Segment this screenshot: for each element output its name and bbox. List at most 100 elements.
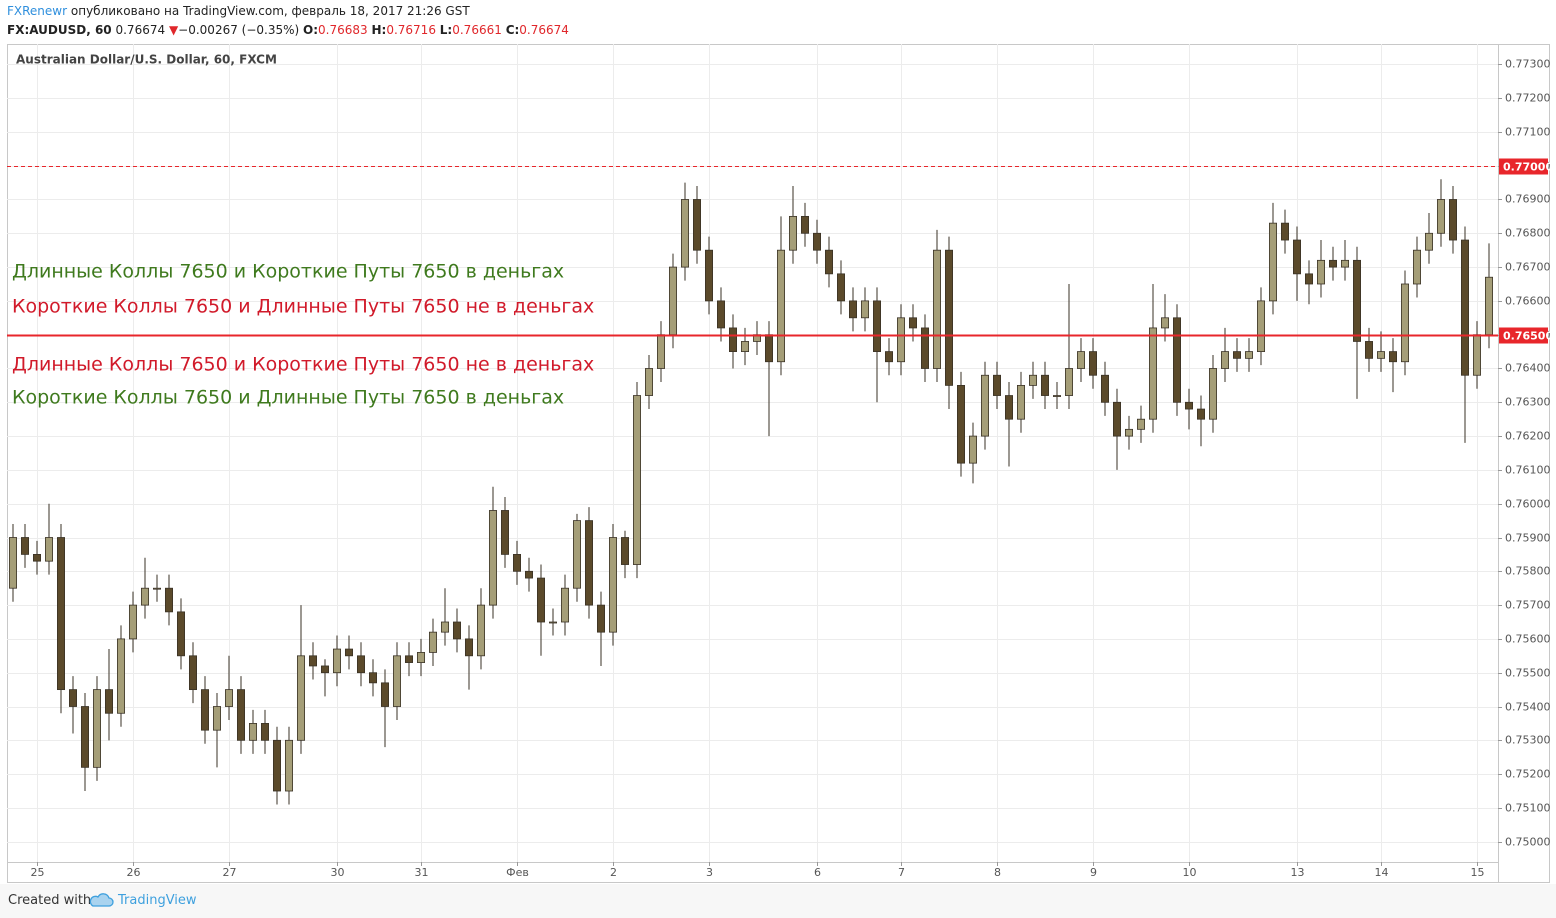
chart-title: Australian Dollar/U.S. Dollar, 60, FXCM	[16, 53, 277, 67]
x-tick-label: 31	[415, 866, 429, 879]
y-tick-label: 0.76100	[1505, 464, 1551, 477]
candle-body	[621, 537, 630, 565]
brand[interactable]: TradingView	[118, 893, 197, 908]
candle-body	[1329, 259, 1338, 268]
candle-body	[296, 655, 305, 741]
candle-body	[1065, 368, 1074, 396]
candle-body	[1185, 401, 1194, 410]
created-with: Created with	[8, 893, 92, 908]
y-tick-label: 0.76800	[1505, 227, 1551, 240]
candle-body	[921, 327, 930, 369]
candle-body	[320, 665, 329, 674]
x-tick-label: 10	[1183, 866, 1197, 879]
close-value: 0.76674	[519, 23, 569, 37]
candle-body	[69, 689, 78, 707]
y-tick-label: 0.76000	[1505, 498, 1551, 511]
candle-body	[1113, 401, 1122, 437]
change-arrow: ▼	[168, 23, 179, 37]
candle-body	[801, 215, 810, 234]
candle-body	[729, 327, 738, 352]
annotation: Длинные Коллы 7650 и Короткие Путы 7650 …	[12, 261, 564, 283]
candle-body	[1101, 374, 1110, 403]
candle-body	[164, 587, 173, 613]
candle-body	[272, 739, 281, 792]
candle-body	[1149, 327, 1158, 420]
x-tick-label: 14	[1375, 866, 1389, 879]
candle-body	[8, 537, 17, 589]
candle-body	[669, 266, 678, 336]
candle-body	[452, 621, 461, 640]
low-label: L:	[439, 23, 453, 37]
candle-body	[117, 638, 126, 714]
close-label: C:	[505, 23, 520, 37]
published: опубликовано на TradingView.com, февраль…	[70, 4, 470, 18]
candle-body	[1053, 395, 1062, 397]
y-tick-label: 0.75100	[1505, 802, 1551, 815]
candle-body	[693, 199, 702, 251]
candle-body	[332, 648, 341, 674]
level-label: 0.77000	[1503, 161, 1553, 174]
symbol: FX:AUDUSD, 60	[7, 23, 112, 37]
candle-body	[500, 510, 509, 555]
candle-body	[1377, 351, 1386, 359]
candle-body	[308, 655, 317, 667]
candle-body	[1437, 199, 1446, 234]
candle-body	[1089, 351, 1098, 376]
annotation: Короткие Коллы 7650 и Длинные Путы 7650 …	[12, 296, 594, 318]
candle-body	[681, 199, 690, 268]
y-tick-label: 0.75300	[1505, 734, 1551, 747]
y-tick-label: 0.75200	[1505, 768, 1551, 781]
candle-body	[861, 300, 870, 319]
candle-body	[1473, 334, 1482, 376]
candle-body	[837, 273, 846, 302]
x-tick-label: 3	[706, 866, 713, 879]
y-tick-label: 0.77300	[1505, 58, 1551, 71]
candle-body	[741, 341, 750, 352]
candle-body	[777, 249, 786, 363]
logo[interactable]	[88, 892, 114, 908]
candle-body	[573, 520, 582, 589]
candle-body	[440, 621, 449, 633]
candle-body	[645, 368, 654, 396]
y-tick-label: 0.76400	[1505, 362, 1551, 375]
candle-body	[1293, 239, 1302, 275]
chart: Australian Dollar/U.S. Dollar, 60, FXCM …	[7, 44, 1553, 883]
y-tick-label: 0.75700	[1505, 599, 1551, 612]
candle-body	[1029, 374, 1038, 386]
candle-body	[633, 395, 642, 565]
candle-body	[549, 621, 558, 624]
candle-body	[1401, 283, 1410, 363]
y-tick-label: 0.76200	[1505, 430, 1551, 443]
level-label-box	[1499, 327, 1548, 344]
candle-body	[717, 300, 726, 329]
author[interactable]: FXRenewr	[7, 4, 68, 18]
candle-body	[561, 587, 570, 623]
candle-body	[212, 706, 221, 731]
change: −0.00267 (−0.35%)	[178, 23, 300, 37]
candle-body	[933, 249, 942, 369]
low-value: 0.76661	[452, 23, 502, 37]
y-tick-label: 0.76900	[1505, 193, 1551, 206]
open-label: O:	[303, 23, 319, 37]
candle-body	[849, 300, 858, 319]
candle-body	[1449, 199, 1458, 241]
candle-body	[236, 689, 245, 741]
candle-body	[1245, 351, 1254, 359]
y-tick-label: 0.75500	[1505, 667, 1551, 680]
level-label-box	[1499, 158, 1548, 175]
y-tick-label: 0.75800	[1505, 565, 1551, 578]
candle-body	[404, 655, 413, 663]
high-label: H:	[371, 23, 387, 37]
annotation: Длинные Коллы 7650 и Короткие Путы 7650 …	[12, 354, 594, 376]
candle-body	[93, 689, 102, 768]
candle-body	[1257, 300, 1266, 352]
x-tick-label: 2	[610, 866, 617, 879]
y-tick-label: 0.75000	[1505, 836, 1551, 849]
x-tick-label: 15	[1471, 866, 1485, 879]
candle-body	[1353, 259, 1362, 342]
candle-body	[1341, 259, 1350, 268]
candle-body	[1161, 317, 1170, 329]
candle-body	[140, 587, 149, 606]
candle-body	[368, 672, 377, 684]
